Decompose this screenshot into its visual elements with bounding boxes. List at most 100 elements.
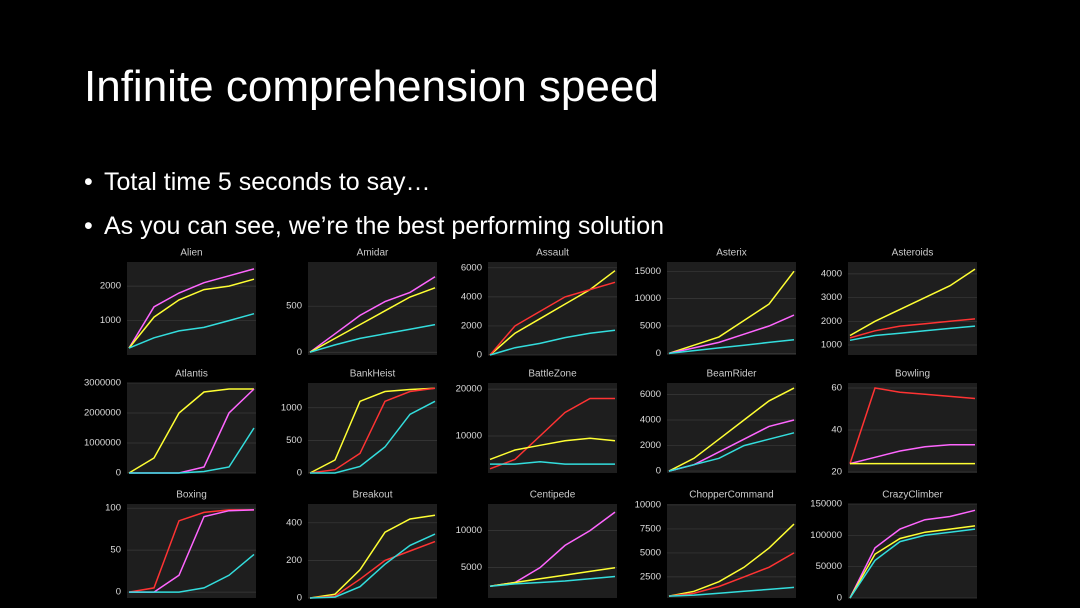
y-tick-label: 7500 (640, 523, 661, 534)
y-tick-label: 500 (286, 435, 302, 446)
chart-title: Bowling (895, 369, 930, 380)
y-tick-label: 0 (656, 466, 661, 477)
series-line (489, 437, 616, 461)
chart-title: BeamRider (706, 369, 757, 380)
series-line (129, 553, 255, 593)
chart-title: CrazyClimber (882, 490, 943, 501)
chart-title: Boxing (176, 490, 207, 501)
y-tick-label: 0 (116, 468, 121, 479)
bullet-text: Total time 5 seconds to say… (104, 168, 431, 196)
series-line (849, 509, 976, 599)
series-line (129, 427, 255, 474)
y-tick-label: 0 (116, 587, 121, 598)
series-line (489, 270, 616, 356)
y-tick-label: 20000 (456, 384, 482, 395)
y-tick-label: 4000 (821, 268, 842, 279)
y-tick-label: 5000 (640, 547, 661, 558)
y-tick-label: 1000 (100, 315, 121, 326)
y-tick-label: 2000 (100, 281, 121, 292)
series-line (128, 268, 255, 349)
y-tick-label: 200 (286, 555, 302, 566)
y-tick-label: 1000000 (84, 438, 121, 449)
y-tick-label: 500 (286, 301, 302, 312)
bullet-item: • As you can see, we’re the best performi… (84, 212, 665, 240)
y-tick-label: 2000 (821, 316, 842, 327)
series-line (128, 312, 255, 349)
y-tick-label: 0 (297, 593, 302, 604)
y-tick-label: 0 (837, 593, 842, 604)
y-tick-label: 40 (831, 425, 842, 436)
plot-area (848, 504, 977, 598)
y-tick-label: 10000 (635, 293, 661, 304)
chart-title: Amidar (357, 248, 389, 259)
series-line (668, 523, 795, 597)
y-tick-label: 100 (105, 503, 121, 514)
series-line (309, 323, 436, 353)
series-line (310, 400, 436, 474)
slide-title: Infinite comprehension speed (84, 62, 659, 111)
plot-area (488, 262, 617, 355)
y-tick-label: 6000 (640, 389, 661, 400)
series-line (849, 443, 975, 465)
series-line (849, 318, 976, 339)
y-tick-label: 5000 (461, 562, 482, 573)
series-line (489, 281, 616, 356)
y-tick-label: 4000 (640, 415, 661, 426)
series-line (668, 338, 795, 355)
y-tick-label: 15000 (635, 266, 661, 277)
y-tick-label: 5000 (640, 321, 661, 332)
y-tick-label: 2000 (640, 440, 661, 451)
series-line (489, 397, 615, 470)
chart-title: Breakout (352, 490, 392, 501)
series-line (490, 461, 615, 465)
chart-title: Assault (536, 248, 569, 259)
chart-title: BattleZone (528, 369, 577, 380)
series-line (668, 432, 795, 472)
y-tick-label: 2500 (640, 571, 661, 582)
series-line (309, 387, 436, 474)
series-line (849, 528, 976, 599)
y-tick-label: 2000000 (84, 408, 121, 419)
plot-area (127, 383, 256, 473)
bullet-item: • Total time 5 seconds to say… (84, 168, 431, 196)
y-tick-label: 10000 (456, 430, 482, 441)
y-tick-label: 150000 (810, 499, 842, 510)
plot-area (848, 262, 977, 355)
series-line (309, 276, 436, 353)
plot-area (488, 383, 617, 473)
y-tick-label: 100000 (810, 530, 842, 541)
series-line (309, 514, 436, 599)
y-tick-label: 20 (831, 466, 842, 477)
y-tick-label: 10000 (456, 525, 482, 536)
y-tick-label: 1000 (281, 402, 302, 413)
series-line (849, 325, 976, 342)
y-tick-label: 2000 (461, 320, 482, 331)
y-tick-label: 10000 (635, 499, 661, 510)
y-tick-label: 3000 (821, 292, 842, 303)
chart-title: Asterix (716, 248, 747, 259)
y-tick-label: 50 (110, 545, 121, 556)
y-tick-label: 50000 (816, 561, 842, 572)
plot-area (127, 504, 256, 598)
y-tick-label: 60 (831, 383, 842, 394)
y-tick-label: 1000 (821, 340, 842, 351)
bullet-text: As you can see, we’re the best performin… (104, 212, 665, 240)
series-line (489, 575, 616, 587)
series-line (849, 387, 976, 464)
chart-title: ChopperCommand (689, 490, 774, 501)
y-tick-label: 3000000 (84, 378, 121, 389)
series-line (309, 287, 436, 353)
chart-title: Centipede (530, 490, 576, 501)
series-line (128, 278, 255, 349)
series-line (489, 329, 616, 356)
series-line (668, 552, 795, 597)
series-line (128, 388, 254, 474)
series-line (668, 314, 795, 355)
series-line (668, 387, 795, 472)
y-tick-label: 0 (656, 348, 661, 359)
series-line (668, 586, 795, 597)
series-line (309, 533, 436, 599)
y-tick-label: 0 (297, 347, 302, 358)
